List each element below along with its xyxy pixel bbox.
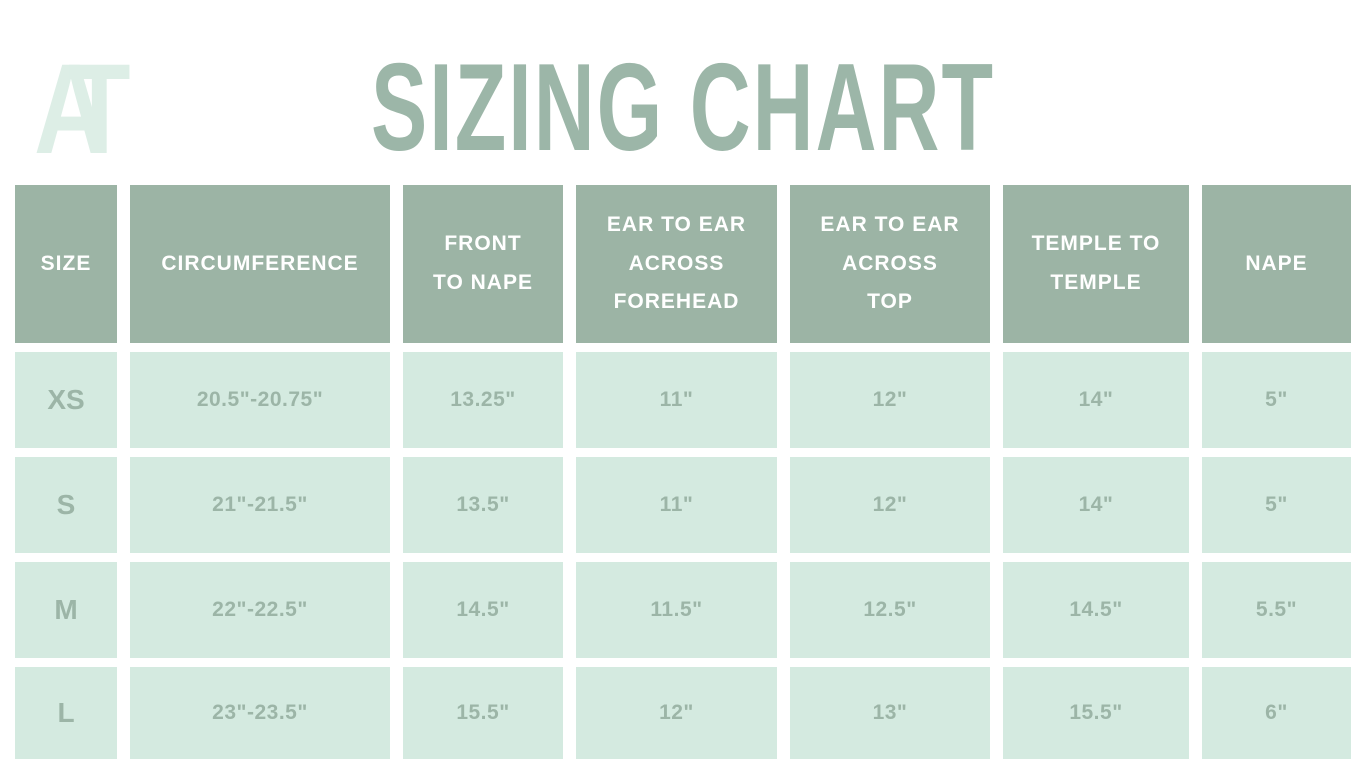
table-cell: 15.5"	[1003, 667, 1189, 759]
logo-letter-a: A	[34, 38, 108, 181]
size-label-m: M	[15, 562, 117, 658]
table-cell: 5.5"	[1202, 562, 1351, 658]
logo-letter-t: T	[68, 38, 131, 181]
size-label-l: L	[15, 667, 117, 759]
header-cell-size: SIZE	[15, 185, 117, 343]
table-cell: 13.5"	[403, 457, 563, 553]
table-cell: 14.5"	[403, 562, 563, 658]
table-cell: 6"	[1202, 667, 1351, 759]
header-cell-front-to-nape: FRONT TO NAPE	[403, 185, 563, 343]
page-title: SIZING CHART	[370, 39, 996, 177]
table-cell: 5"	[1202, 352, 1351, 448]
size-label-s: S	[15, 457, 117, 553]
table-cell: 12.5"	[790, 562, 990, 658]
header-cell-nape: NAPE	[1202, 185, 1351, 343]
table-cell: 12"	[790, 352, 990, 448]
table-cell: 14.5"	[1003, 562, 1189, 658]
table-cell: 12"	[576, 667, 777, 759]
header-cell-ear-to-ear-forehead: EAR TO EAR ACROSS FOREHEAD	[576, 185, 777, 343]
brand-logo: A T	[34, 46, 144, 174]
table-cell: 13.25"	[403, 352, 563, 448]
table-cell: 11"	[576, 352, 777, 448]
table-cell: 20.5"-20.75"	[130, 352, 390, 448]
table-cell: 23"-23.5"	[130, 667, 390, 759]
table-cell: 13"	[790, 667, 990, 759]
table-cell: 12"	[790, 457, 990, 553]
table-cell: 15.5"	[403, 667, 563, 759]
sizing-table: SIZE CIRCUMFERENCE FRONT TO NAPE EAR TO …	[15, 185, 1351, 759]
header-cell-circumference: CIRCUMFERENCE	[130, 185, 390, 343]
table-cell: 14"	[1003, 352, 1189, 448]
header-cell-ear-to-ear-top: EAR TO EAR ACROSS TOP	[790, 185, 990, 343]
table-cell: 11"	[576, 457, 777, 553]
table-cell: 5"	[1202, 457, 1351, 553]
table-cell: 21"-21.5"	[130, 457, 390, 553]
table-cell: 11.5"	[576, 562, 777, 658]
size-label-xs: XS	[15, 352, 117, 448]
table-cell: 22"-22.5"	[130, 562, 390, 658]
table-cell: 14"	[1003, 457, 1189, 553]
header-cell-temple-to-temple: TEMPLE TO TEMPLE	[1003, 185, 1189, 343]
